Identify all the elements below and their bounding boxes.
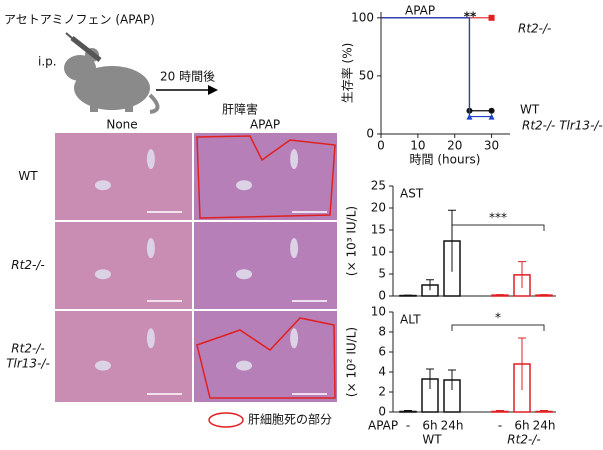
x-tick-label: 24h [441, 419, 464, 433]
histology-image [194, 133, 337, 220]
x-tick-label: - [498, 419, 502, 433]
series-label: WT [520, 103, 540, 117]
y-tick-label: 4 [378, 365, 386, 379]
y-tick-label: 0 [378, 405, 386, 419]
time-label: 20 時間後 [160, 70, 215, 84]
x-tick-label: 6h [422, 419, 437, 433]
mouse-icon [64, 32, 160, 114]
significance-bracket [451, 324, 545, 331]
y-tick-label: 10 [371, 305, 386, 319]
y-tick-label: 6 [378, 345, 386, 359]
y-tick-label: 10 [371, 245, 386, 259]
vessel [236, 180, 253, 191]
y-tick-label: 20 [371, 201, 386, 215]
y-tick-label: 50 [359, 68, 374, 82]
vessel [290, 149, 299, 170]
row-label: Tlr13-/- [6, 357, 50, 371]
error-bar [448, 369, 456, 390]
vessel [146, 149, 155, 170]
legend-label: 肝細胞死の部分 [248, 412, 332, 427]
error-bar [540, 294, 548, 296]
marker [488, 107, 495, 114]
column-label: APAP [250, 118, 280, 132]
histology-image [194, 311, 337, 402]
error-bar [496, 410, 504, 413]
outcome-label: 肝障害 [222, 102, 258, 117]
x-tick-label: 0 [377, 139, 385, 153]
histology-image [55, 222, 192, 309]
arrow-head [208, 85, 218, 95]
histology-image [194, 222, 337, 309]
x-tick-label: 24h [533, 419, 556, 433]
survival-line [381, 17, 492, 118]
x-axis-label: APAP [368, 419, 398, 433]
necrosis-outline [196, 317, 336, 399]
error-bar [426, 279, 434, 291]
vessel [146, 328, 155, 349]
vessel [290, 328, 299, 349]
error-bar [518, 337, 526, 390]
y-tick-label: 5 [378, 267, 386, 281]
y-tick-label: 0 [378, 289, 386, 303]
y-tick-label: 0 [366, 127, 374, 141]
row-label: WT [18, 169, 38, 183]
y-tick-label: 100 [351, 10, 374, 24]
vessel [94, 180, 111, 191]
x-axis-label: 時間 (hours) [410, 153, 481, 167]
legend-swatch [208, 412, 244, 428]
chart-title: AST [400, 187, 424, 201]
y-tick-label: 25 [371, 179, 386, 193]
survival-line [381, 17, 492, 112]
drug-label: アセトアミノフェン (APAP) [4, 13, 155, 27]
x-tick-label: 10 [410, 139, 425, 153]
y-tick-label: 15 [371, 223, 386, 237]
error-bar [404, 410, 412, 413]
chart-title: ALT [400, 313, 421, 327]
error-bar [404, 294, 412, 296]
histology-image [55, 133, 192, 220]
group-label: Rt2-/- [507, 433, 540, 447]
vessel [94, 269, 111, 280]
series-label: Rt2-/- [518, 22, 551, 36]
y-tick-label: 2 [378, 385, 386, 399]
group-label: WT [422, 433, 442, 447]
chart-title: APAP [405, 4, 435, 18]
y-axis-label: (× 10³ IU/L) [345, 206, 359, 276]
error-bar [448, 209, 456, 272]
y-tick-label: 8 [378, 325, 386, 339]
column-label: None [106, 118, 137, 132]
marker [488, 14, 495, 21]
error-bar [426, 368, 434, 389]
error-bar [518, 261, 526, 289]
annotation: ** [464, 10, 477, 24]
series-label: Rt2-/- Tlr13-/- [522, 119, 603, 133]
marker [488, 113, 495, 120]
row-label: Rt2-/- [11, 258, 44, 272]
y-axis-label: (× 10² IU/L) [345, 327, 359, 397]
x-tick-label: 30 [484, 139, 499, 153]
route-label: i.p. [38, 55, 57, 69]
annotation: *** [489, 211, 507, 225]
histology-image [55, 311, 192, 402]
vessel [94, 360, 111, 371]
marker [466, 113, 473, 120]
error-bar [496, 294, 504, 296]
vessel [236, 269, 253, 280]
x-tick-label: 6h [514, 419, 529, 433]
vessel [290, 238, 299, 259]
significance-bracket [451, 224, 545, 231]
histology-panels [55, 133, 337, 402]
vessel [146, 238, 155, 259]
vessel [236, 360, 253, 371]
x-tick-label: 20 [447, 139, 462, 153]
error-bar [540, 410, 548, 413]
y-axis-label: 生存率 (%) [340, 43, 355, 104]
row-label: Rt2-/- [11, 342, 44, 356]
x-tick-label: - [406, 419, 410, 433]
necrosis-outline [196, 135, 336, 219]
annotation: * [495, 311, 501, 325]
